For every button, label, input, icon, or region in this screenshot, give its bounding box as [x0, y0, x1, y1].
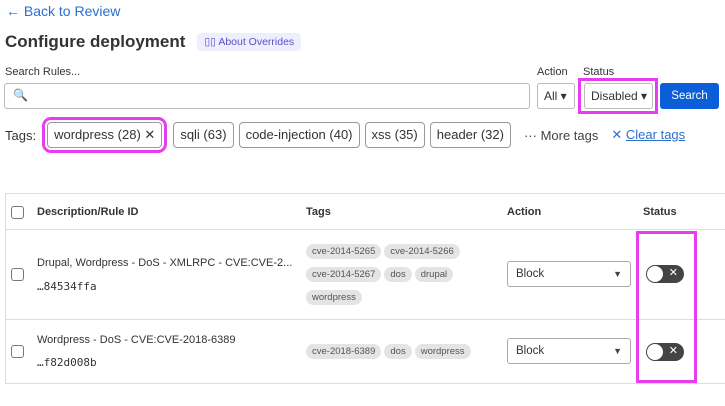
tag-pill: cve-2014-5267: [306, 267, 382, 282]
rule-description: Drupal, Wordpress - DoS - XMLRPC - CVE:C…: [37, 257, 293, 269]
page-header: Configure deployment ▯▯ About Overrides: [5, 32, 302, 52]
book-icon: ▯▯: [204, 36, 219, 48]
chevron-down-icon: ▼: [613, 269, 622, 279]
search-input[interactable]: 🔍: [4, 83, 530, 109]
column-header-description: Description/Rule ID: [37, 206, 139, 218]
divider: [5, 229, 725, 230]
search-icon: 🔍: [13, 88, 28, 102]
chevron-down-icon: ▼: [613, 346, 622, 356]
action-filter-label: Action: [537, 66, 568, 78]
tag-pill: wordpress: [414, 344, 471, 359]
tag-pill: cve-2014-5266: [384, 244, 460, 259]
close-icon: ✕: [611, 127, 623, 142]
rule-description: Wordpress - DoS - CVE:CVE-2018-6389: [37, 334, 236, 346]
column-header-tags: Tags: [306, 206, 331, 218]
status-toggle[interactable]: ✕: [646, 265, 684, 283]
tag-filter-header[interactable]: header (32): [429, 122, 511, 148]
tag-filter-sqli[interactable]: sqli (63): [173, 122, 234, 148]
row-checkbox[interactable]: [11, 345, 24, 358]
tag-filter-code-injection[interactable]: code-injection (40): [238, 122, 360, 148]
tag-filter-xss[interactable]: xss (35): [364, 122, 425, 148]
clear-tags-link[interactable]: ✕ Clear tags: [611, 127, 686, 142]
about-overrides-button[interactable]: ▯▯ About Overrides: [197, 33, 302, 51]
tag-pill: cve-2014-5265: [306, 244, 382, 259]
tags-label: Tags:: [5, 127, 37, 143]
rule-id: …84534ffa: [37, 280, 97, 293]
more-tags-button[interactable]: ··· More tags: [523, 127, 599, 143]
back-to-review-link[interactable]: ← Back to Review: [6, 3, 121, 19]
tag-pill: cve-2018-6389: [306, 344, 382, 359]
rule-id: …f82d008b: [37, 356, 97, 369]
action-filter-select[interactable]: All ▾: [537, 83, 575, 109]
tag-pill: dos: [384, 267, 412, 282]
remove-tag-icon[interactable]: ✕: [144, 127, 156, 142]
search-button[interactable]: Search: [660, 83, 719, 109]
rule-tags: cve-2014-5265 cve-2014-5266cve-2014-5267 d…: [306, 242, 496, 311]
search-label: Search Rules...: [5, 66, 81, 78]
status-toggle[interactable]: ✕: [646, 343, 684, 361]
action-select[interactable]: Block ▼: [507, 338, 631, 364]
page-title: Configure deployment: [5, 32, 186, 51]
select-all-checkbox[interactable]: [11, 206, 24, 219]
tag-filter-row: Tags: wordpress (28) ✕ sqli (63) code-in…: [5, 117, 686, 153]
rules-table: [5, 193, 725, 384]
action-select[interactable]: Block ▼: [507, 261, 631, 287]
tag-pill: wordpress: [306, 290, 362, 305]
close-icon: ✕: [668, 267, 678, 279]
status-filter-select[interactable]: Disabled ▾: [584, 83, 653, 109]
row-checkbox[interactable]: [11, 268, 24, 281]
column-header-action: Action: [507, 206, 542, 218]
tag-pill: dos: [384, 344, 412, 359]
divider: [5, 319, 725, 320]
rule-tags: cve-2018-6389 dos wordpress: [306, 342, 496, 365]
close-icon: ✕: [668, 345, 678, 357]
tag-filter-wordpress[interactable]: wordpress (28) ✕: [42, 117, 168, 153]
status-filter-label: Status: [583, 66, 615, 78]
tag-pill: drupal: [414, 267, 454, 282]
column-header-status: Status: [643, 206, 677, 218]
